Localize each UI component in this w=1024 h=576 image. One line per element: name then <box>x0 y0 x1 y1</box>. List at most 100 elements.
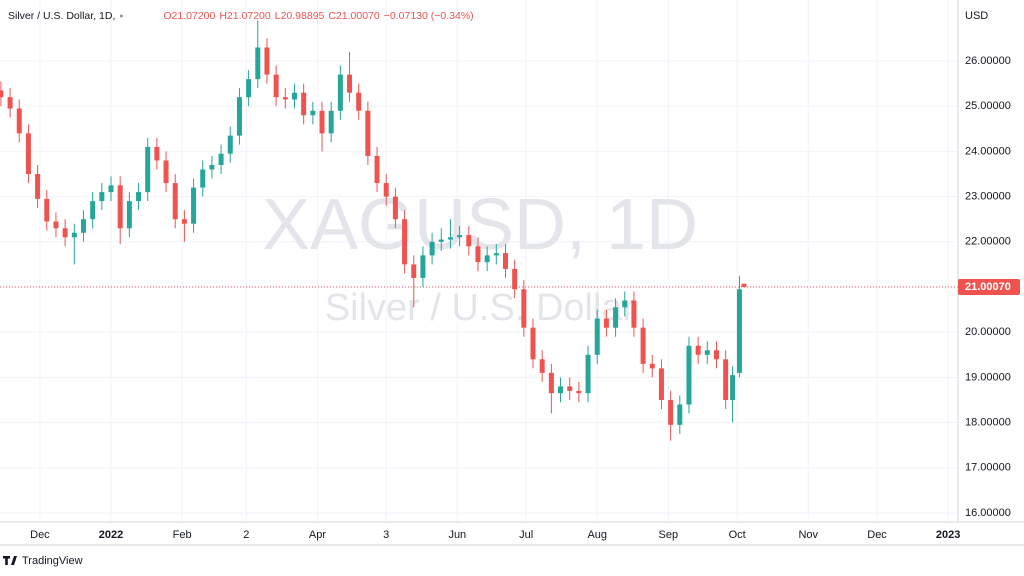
candle-body <box>741 283 747 287</box>
candle-body <box>16 108 22 134</box>
candle-body <box>603 318 609 328</box>
candle-body <box>686 345 692 405</box>
candle-body <box>291 92 297 100</box>
candle-body <box>420 255 426 278</box>
candles <box>0 20 958 441</box>
candle-body <box>475 246 481 263</box>
x-tick-label: Apr <box>309 529 326 541</box>
x-tick-label: 2023 <box>936 529 960 541</box>
candle-body <box>730 375 736 400</box>
candle-body <box>383 183 389 197</box>
symbol-title: Silver / U.S. Dollar, 1D, <box>8 10 115 22</box>
candle-body <box>447 237 453 240</box>
candle-body <box>62 228 68 238</box>
change-value: −0.07130 (−0.34%) <box>384 10 474 22</box>
candle-body <box>356 92 362 111</box>
candle-body <box>310 110 316 116</box>
grid <box>0 0 958 522</box>
candle-body <box>246 79 252 98</box>
x-tick-label: Sep <box>659 529 679 541</box>
candle-body <box>301 92 307 116</box>
candle-body <box>668 399 674 425</box>
candle-body <box>484 255 490 263</box>
candle-body <box>594 318 600 355</box>
candle-body <box>585 354 591 394</box>
candle-body <box>493 253 499 256</box>
candle-body <box>227 135 233 154</box>
candle-body <box>319 110 325 134</box>
candle-body <box>145 146 151 193</box>
candle-body <box>704 350 710 355</box>
candle-body <box>53 221 59 229</box>
brand[interactable]: TradingView <box>22 555 83 567</box>
x-tick-label: Dec <box>30 529 50 541</box>
candle-body <box>80 219 86 233</box>
candle-body <box>539 359 545 373</box>
candle-body <box>736 289 742 373</box>
candle-body <box>172 183 178 220</box>
candle-body <box>649 363 655 369</box>
candle-body <box>466 235 472 247</box>
candle-body <box>117 185 123 229</box>
candle-body <box>90 201 96 220</box>
candle-body <box>695 345 701 355</box>
last-price-tag <box>958 278 1020 295</box>
candle-body <box>255 47 261 80</box>
candle-body <box>567 386 573 391</box>
last-price-label: 21.00070 <box>965 281 1011 293</box>
x-tick-label: Jun <box>448 529 466 541</box>
y-tick-label: 26.00000 <box>965 55 1011 67</box>
candle-body <box>402 219 408 265</box>
y-tick-label: 16.00000 <box>965 507 1011 519</box>
x-tick-label: 2022 <box>99 529 123 541</box>
watermark-name: Silver / U.S. Dollar <box>325 287 636 329</box>
candle-body <box>200 169 206 188</box>
y-tick-label: 24.00000 <box>965 145 1011 157</box>
candle-body <box>613 307 619 328</box>
x-tick-label: Oct <box>729 529 746 541</box>
candle-body <box>558 386 564 394</box>
candle-body <box>209 164 215 170</box>
y-tick-label: 25.00000 <box>965 100 1011 112</box>
x-tick-label: 3 <box>383 529 389 541</box>
candle-body <box>136 192 142 202</box>
candle-body <box>71 232 77 238</box>
candle-body <box>236 97 242 136</box>
candle-body <box>677 404 683 425</box>
candle-body <box>392 196 398 220</box>
y-tick-label: 20.00000 <box>965 326 1011 338</box>
candle-body <box>273 74 279 98</box>
x-tick-label: Nov <box>798 529 818 541</box>
x-tick-label: Aug <box>587 529 607 541</box>
candle-body <box>35 174 41 199</box>
y-tick-label: 17.00000 <box>965 462 1011 474</box>
ohlc-value: L20.98895 <box>275 10 325 22</box>
y-tick-label: 23.00000 <box>965 191 1011 203</box>
x-tick-label: Jul <box>519 529 533 541</box>
candle-body <box>548 372 554 394</box>
ohlc-value: C21.00070 <box>328 10 380 22</box>
candle-body <box>99 192 105 202</box>
candle-body <box>282 97 288 100</box>
candle-body <box>163 160 169 184</box>
x-tick-label: Dec <box>867 529 887 541</box>
candle-body <box>631 300 637 328</box>
candle-body <box>337 74 343 111</box>
y-tick-label: 18.00000 <box>965 416 1011 428</box>
ohlc-value: O21.07200 <box>163 10 215 22</box>
candle-body <box>521 289 527 328</box>
candle-body <box>108 185 114 193</box>
candle-body <box>25 133 31 175</box>
ohlc-legend: O21.07200 H21.07200 L20.98895 C21.00070 −0.0… <box>119 10 474 22</box>
candle-body <box>365 110 371 156</box>
currency-label: USD <box>965 10 988 22</box>
candle-body <box>44 198 50 222</box>
candle-body <box>512 268 518 290</box>
candle-body <box>7 97 13 109</box>
candle-body <box>658 368 664 400</box>
candle-body <box>640 327 646 364</box>
candle-body <box>0 90 4 98</box>
x-tick-label: Feb <box>173 529 192 541</box>
